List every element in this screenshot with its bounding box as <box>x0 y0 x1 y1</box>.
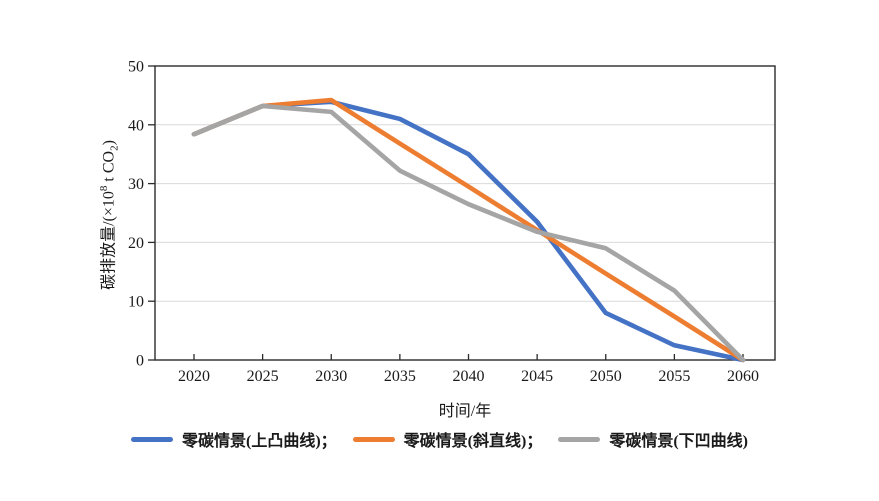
y-tick-label: 10 <box>128 294 144 311</box>
legend: 零碳情景(上凸曲线)； 零碳情景(斜直线)； 零碳情景(下凹曲线) <box>0 427 879 451</box>
legend-swatch-convex-curve <box>130 436 173 442</box>
x-tick-label: 2020 <box>178 368 210 385</box>
series-line-concave-curve <box>191 103 746 363</box>
y-axis-title-close: ) <box>100 140 118 146</box>
x-tick-label: 2030 <box>315 368 347 385</box>
y-axis-title-text: 碳排放量/(×10 <box>100 191 118 290</box>
y-axis-title-subscript: 2 <box>108 145 121 151</box>
x-tick-label: 2050 <box>590 368 622 385</box>
x-tick-label: 2040 <box>453 368 485 385</box>
x-tick-label: 2025 <box>247 368 279 385</box>
legend-label-straight-line: 零碳情景(斜直线)； <box>403 433 543 450</box>
y-tick-label: 20 <box>128 235 144 252</box>
x-tick-label: 2035 <box>384 368 416 385</box>
x-tick-label: 2045 <box>521 368 553 385</box>
legend-item-concave-curve: 零碳情景(下凹曲线) <box>558 427 748 451</box>
legend-label-convex-curve: 零碳情景(上凸曲线)； <box>181 433 337 450</box>
y-tick-label: 50 <box>128 59 144 76</box>
series-line-convex-curve <box>191 99 746 363</box>
series-line-straight-line <box>191 97 746 363</box>
x-axis-title: 时间/年 <box>438 403 492 420</box>
legend-item-convex-curve: 零碳情景(上凸曲线)； <box>130 427 337 451</box>
legend-label-concave-curve: 零碳情景(下凹曲线) <box>609 433 748 450</box>
legend-swatch-straight-line <box>352 436 395 442</box>
y-axis-title: 碳排放量/(×108 t CO2) <box>93 54 121 376</box>
y-axis-title-unit: t CO <box>100 150 118 186</box>
plot-border <box>154 65 776 361</box>
x-tick-label: 2055 <box>658 368 690 385</box>
x-tick-label: 2060 <box>727 368 759 385</box>
y-tick-label: 40 <box>128 117 144 134</box>
legend-item-straight-line: 零碳情景(斜直线)； <box>352 427 543 451</box>
y-tick-label: 30 <box>128 176 144 193</box>
y-tick-label: 0 <box>136 353 144 370</box>
legend-swatch-concave-curve <box>558 436 601 442</box>
y-axis-title-superscript: 8 <box>98 185 110 192</box>
